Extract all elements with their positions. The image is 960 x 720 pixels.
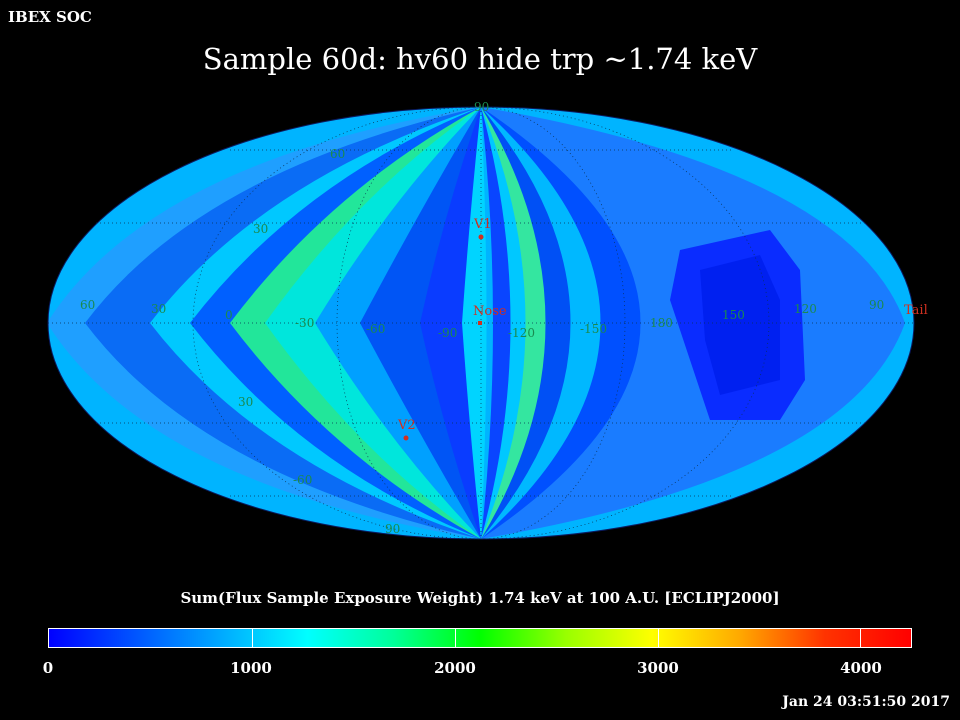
- markers: V1 Nose V2 Tail: [397, 217, 928, 441]
- v1-marker: [478, 234, 484, 240]
- lat-label-60n: 60: [330, 147, 345, 161]
- lon-label: -150: [580, 322, 607, 336]
- map-title: Sample 60d: hv60 hide trp ~1.74 keV: [202, 42, 758, 76]
- colorbar-title: Sum(Flux Sample Exposure Weight) 1.74 ke…: [180, 589, 780, 607]
- colorbar: [48, 628, 912, 648]
- lon-label: 180: [650, 316, 673, 330]
- v2-marker: [403, 435, 409, 441]
- colorbar-label: 4000: [840, 659, 882, 677]
- lon-label: -90: [438, 326, 457, 340]
- v2-label: V2: [397, 418, 416, 433]
- lat-label-30s: 30: [238, 395, 253, 409]
- org-label: IBEX SOC: [8, 8, 92, 26]
- lon-label: 120: [794, 302, 817, 316]
- lat-label-bottom: 90: [385, 522, 400, 536]
- lat-label-60s: -60: [293, 473, 312, 487]
- sky-map: 90 60 30 30 -60 90 60 30 0 -30 -60 -90 -…: [47, 100, 928, 540]
- lon-label: -30: [295, 316, 314, 330]
- lon-label: 30: [151, 302, 166, 316]
- v1-label: V1: [473, 217, 492, 232]
- colorbar-label: 0: [42, 659, 54, 677]
- lon-label: 150: [722, 308, 745, 322]
- lon-label: -120: [508, 326, 535, 340]
- graticule-labels: 90 60 30 30 -60 90 60 30 0 -30 -60 -90 -…: [80, 100, 884, 536]
- timestamp: Jan 24 03:51:50 2017: [782, 694, 950, 710]
- colorbar-label: 1000: [230, 659, 272, 677]
- lat-label-30n: 30: [253, 222, 268, 236]
- lon-label: 90: [869, 298, 884, 312]
- nose-label: Nose: [473, 304, 507, 319]
- tail-label: Tail: [904, 303, 928, 318]
- nose-marker: [478, 321, 482, 325]
- colorbar-label: 2000: [434, 659, 476, 677]
- lat-label-top: 90: [474, 100, 489, 114]
- lon-label: 0: [225, 308, 233, 322]
- lon-label: 60: [80, 298, 95, 312]
- colorbar-label: 3000: [637, 659, 679, 677]
- lon-label: -60: [366, 322, 385, 336]
